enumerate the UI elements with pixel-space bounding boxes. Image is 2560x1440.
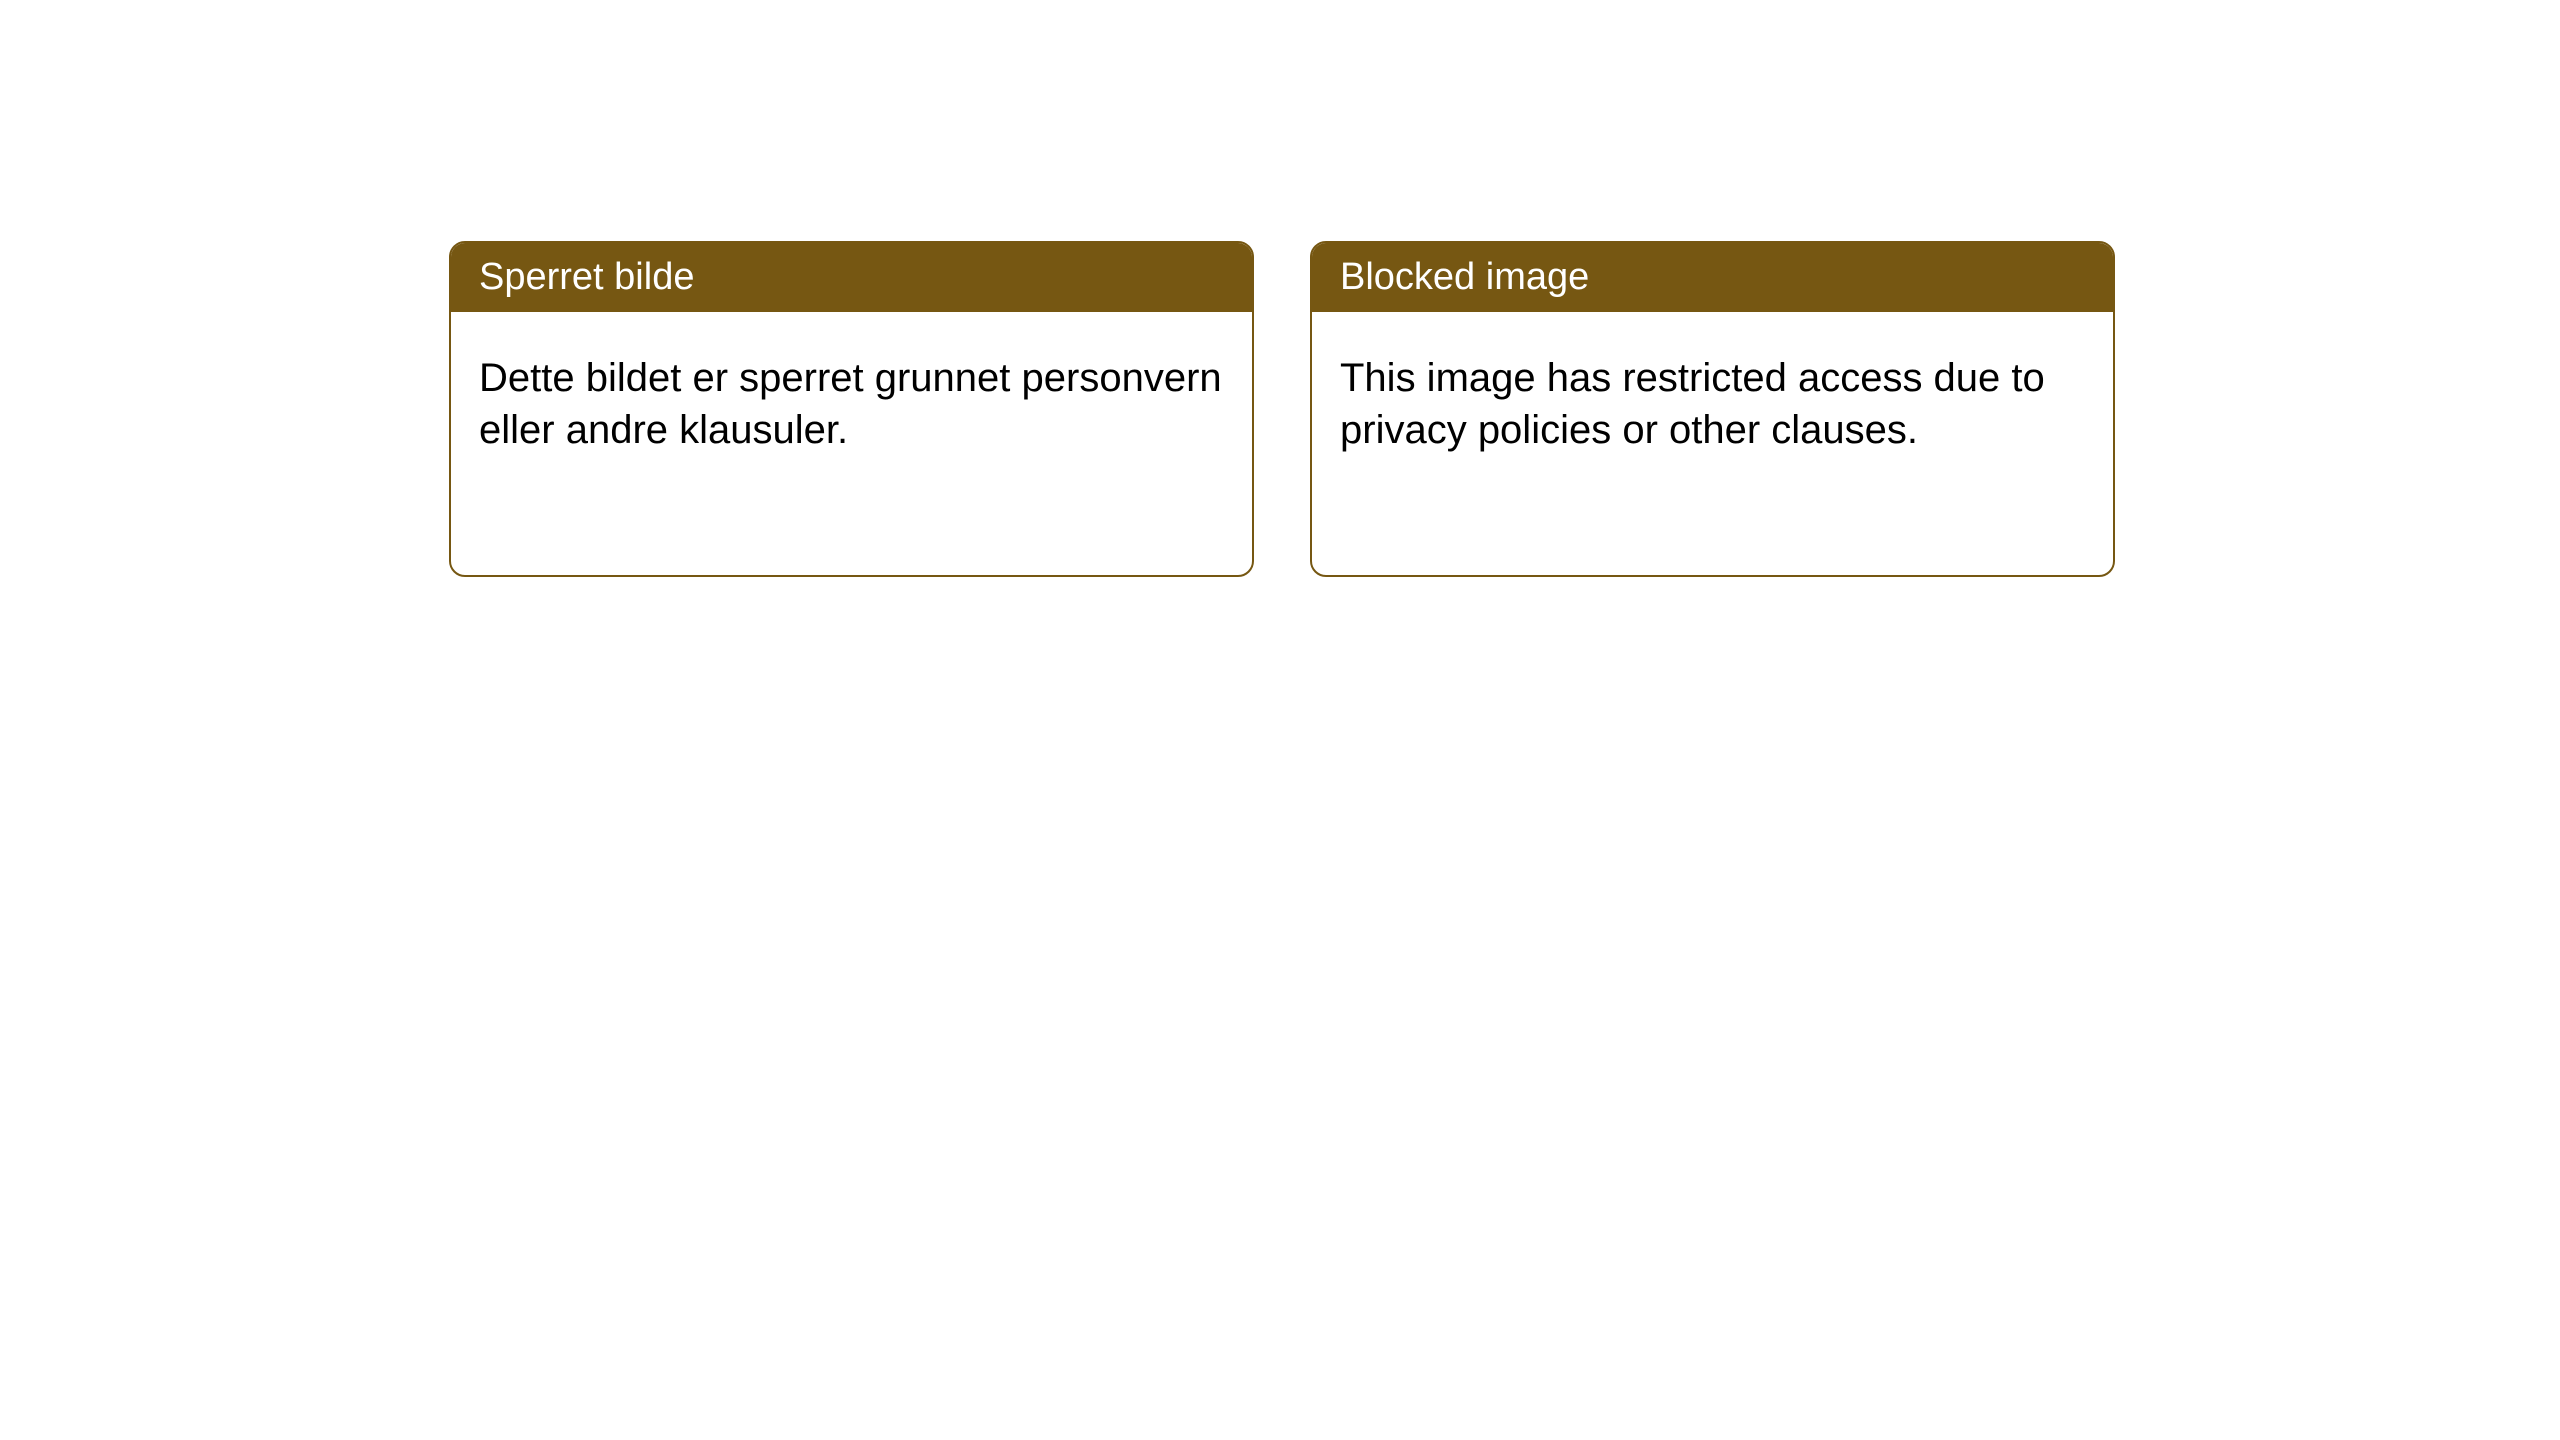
blocked-image-card-english: Blocked image This image has restricted …	[1310, 241, 2115, 577]
card-body-english: This image has restricted access due to …	[1312, 312, 2113, 496]
blocked-image-cards-row: Sperret bilde Dette bildet er sperret gr…	[449, 241, 2115, 577]
card-body-norwegian: Dette bildet er sperret grunnet personve…	[451, 312, 1252, 496]
blocked-image-card-norwegian: Sperret bilde Dette bildet er sperret gr…	[449, 241, 1254, 577]
card-title-norwegian: Sperret bilde	[451, 243, 1252, 312]
card-title-english: Blocked image	[1312, 243, 2113, 312]
